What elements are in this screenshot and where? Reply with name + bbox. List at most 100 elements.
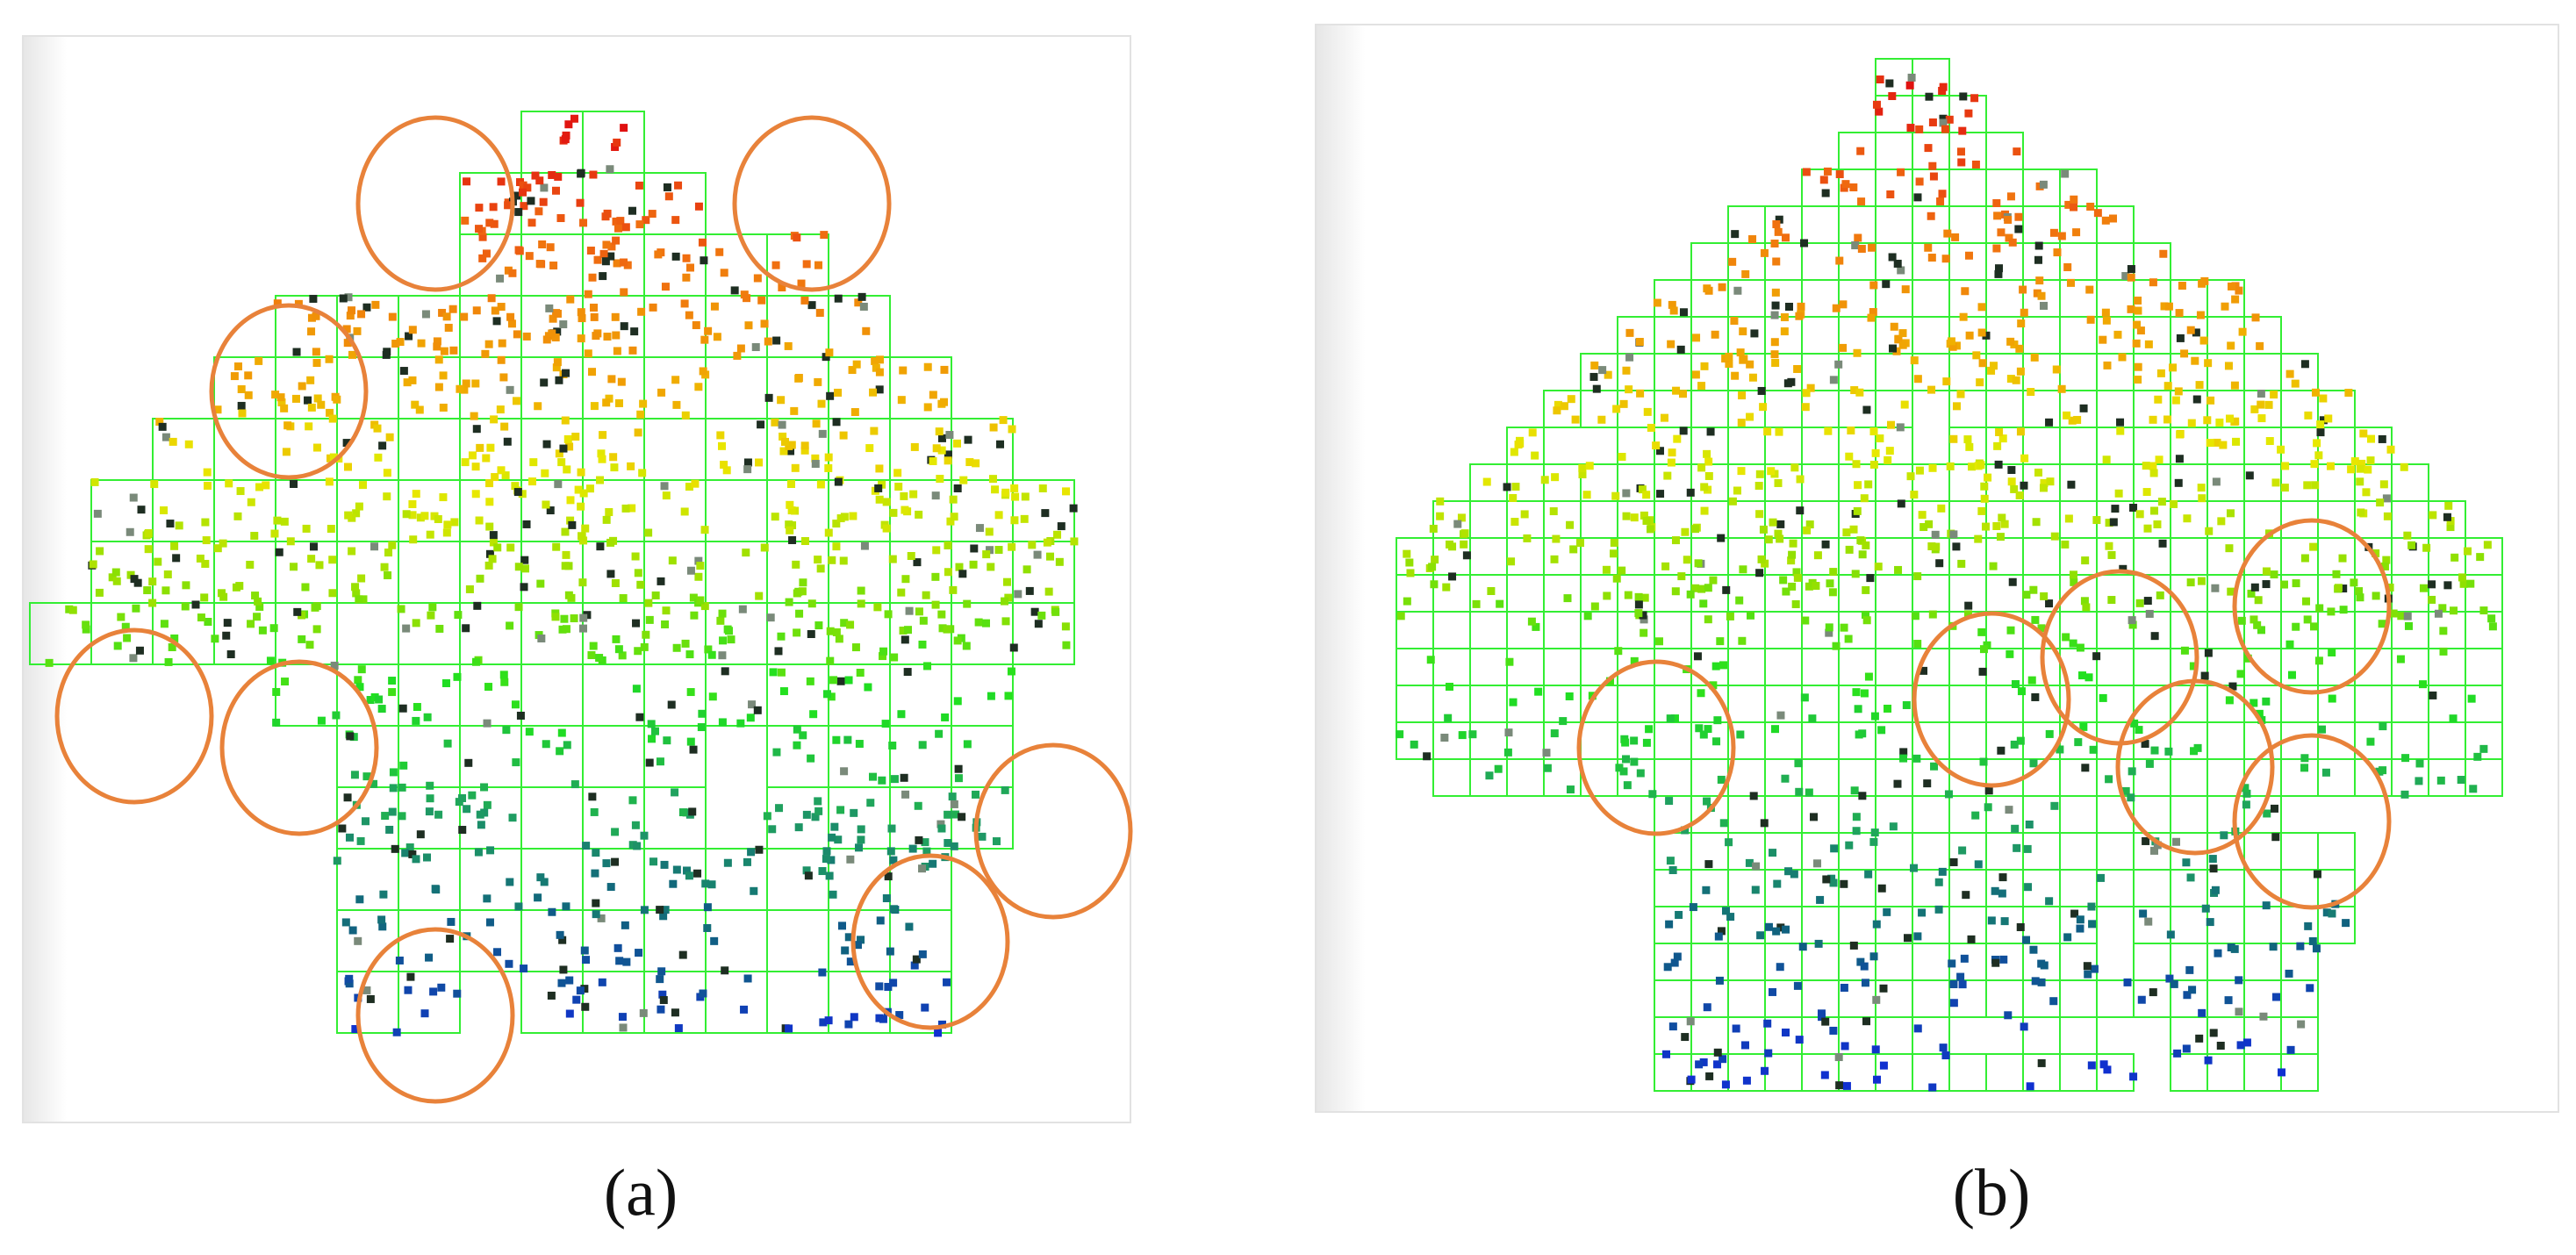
point [889, 856, 898, 864]
point [1949, 530, 1958, 539]
point [954, 774, 963, 783]
point [431, 885, 440, 893]
point [2135, 510, 2144, 519]
point [2366, 737, 2375, 746]
point [468, 451, 477, 460]
point [682, 254, 691, 262]
point [1964, 109, 1973, 118]
point [1984, 803, 1992, 812]
point [89, 560, 97, 569]
point [2158, 539, 2167, 548]
point [663, 736, 671, 745]
point [681, 639, 690, 648]
point [2031, 615, 2040, 624]
point [1725, 838, 1733, 847]
point [686, 737, 695, 746]
point [2350, 457, 2359, 466]
point [1862, 1017, 1871, 1026]
point [901, 635, 909, 644]
point [1677, 572, 1686, 581]
point [605, 394, 614, 403]
point [857, 936, 865, 944]
point [434, 810, 443, 819]
point [588, 368, 597, 376]
point [568, 520, 577, 529]
point [852, 360, 861, 369]
point [412, 490, 420, 498]
point [1668, 300, 1676, 309]
point [2356, 477, 2364, 486]
point [934, 1029, 943, 1037]
point [889, 905, 898, 914]
point [2318, 725, 2327, 734]
point [1771, 358, 1780, 367]
point [281, 678, 290, 686]
point [2466, 579, 2475, 588]
point [888, 742, 897, 750]
point [1997, 746, 2006, 755]
point [876, 916, 885, 925]
point [2225, 544, 2234, 553]
point [512, 758, 520, 767]
point [2150, 632, 2159, 641]
point [1751, 886, 1760, 894]
point [2016, 367, 2025, 376]
point [777, 668, 786, 677]
point [2073, 415, 2082, 424]
point [661, 620, 670, 628]
point [2235, 1008, 2243, 1016]
point [1769, 849, 1777, 857]
point [474, 848, 483, 857]
point [1553, 406, 1561, 415]
point [442, 312, 451, 321]
point [1979, 645, 1988, 654]
point [164, 657, 173, 666]
point [255, 483, 264, 491]
point [723, 858, 732, 867]
point [2137, 995, 2146, 1004]
point [1670, 958, 1679, 967]
point [692, 321, 700, 330]
point [909, 490, 918, 498]
point [2136, 326, 2145, 335]
point [943, 978, 951, 986]
point [1834, 360, 1843, 369]
point [633, 842, 642, 850]
point [2428, 580, 2436, 589]
point [275, 548, 283, 556]
point [2182, 858, 2191, 867]
point [866, 799, 875, 807]
point [1900, 400, 1909, 409]
point [1782, 1028, 1790, 1036]
point [972, 459, 980, 468]
point [1645, 725, 1654, 734]
point [2245, 471, 2254, 480]
point [1782, 587, 1790, 596]
point [1472, 599, 1481, 608]
point [1622, 489, 1631, 498]
point [1697, 584, 1706, 593]
point [1713, 716, 1722, 725]
point [2150, 746, 2159, 755]
point [346, 732, 355, 741]
point [531, 171, 540, 180]
point [1889, 344, 1898, 353]
point [1679, 390, 1688, 398]
point [638, 469, 647, 477]
point [1860, 494, 1869, 503]
point [878, 776, 886, 785]
point [293, 607, 302, 616]
point [96, 547, 104, 556]
point [2356, 464, 2364, 473]
point [2040, 478, 2049, 487]
point [807, 599, 816, 608]
point [246, 560, 255, 569]
point [674, 1024, 683, 1033]
point [840, 619, 849, 628]
point [2269, 943, 2278, 951]
point [2109, 518, 2118, 527]
point [1428, 563, 1437, 571]
point [941, 713, 950, 721]
point [588, 792, 597, 801]
point [2011, 680, 2020, 689]
